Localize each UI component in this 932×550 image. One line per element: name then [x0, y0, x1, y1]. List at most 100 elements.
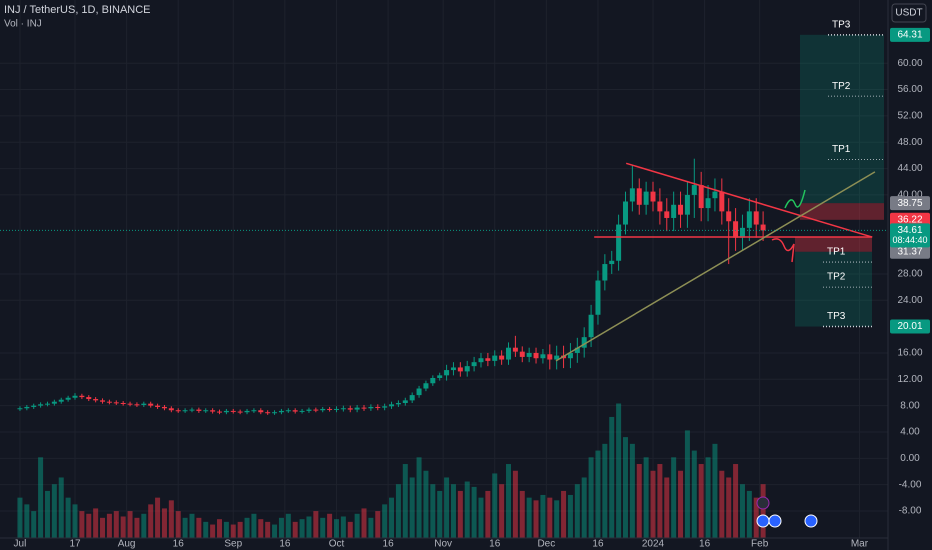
candle-body — [347, 408, 353, 410]
x-tick-label: 16 — [173, 539, 185, 550]
price-tag-label: 31.37 — [897, 246, 922, 257]
y-tick-label: 0.00 — [900, 453, 920, 464]
candle-body — [31, 405, 37, 407]
candle-body — [100, 400, 106, 402]
candle-body — [272, 412, 278, 414]
price-tag-label: 20.01 — [897, 321, 922, 332]
price-tag — [890, 196, 930, 211]
price-tag — [890, 212, 930, 227]
volume-bar — [285, 513, 291, 538]
candle-body — [719, 191, 725, 212]
candle-body — [574, 347, 580, 353]
volume-bar — [409, 477, 415, 538]
volume-bar — [533, 500, 539, 538]
event-icon[interactable] — [756, 514, 770, 528]
candle-body — [533, 352, 539, 359]
candle-body — [189, 409, 195, 411]
candle-body — [678, 204, 684, 215]
price-tag-label: 64.31 — [897, 29, 922, 40]
y-tick-label: 28.00 — [897, 269, 922, 280]
volume-bar — [306, 516, 312, 538]
candle-body — [155, 405, 161, 407]
candle-body — [93, 399, 99, 401]
volume-bar — [595, 450, 601, 538]
last-price-label: 34.61 — [897, 225, 922, 236]
candle-body — [196, 409, 202, 411]
candle-body — [705, 198, 711, 209]
target-label: TP3 — [832, 19, 851, 30]
x-tick-label: Dec — [537, 539, 555, 550]
volume-bar — [148, 504, 154, 538]
volume-bar — [251, 513, 257, 538]
volume-bar — [299, 519, 305, 538]
volume-bar — [746, 490, 752, 538]
volume-bar — [437, 490, 443, 538]
volume-bar — [58, 477, 64, 538]
candle-body — [161, 406, 167, 409]
event-icon[interactable] — [804, 514, 818, 528]
candle-body — [595, 280, 601, 315]
event-icon[interactable] — [756, 496, 770, 510]
candle-body — [554, 355, 560, 360]
volume-bar — [168, 500, 174, 538]
candle-body — [416, 388, 422, 396]
currency-button[interactable] — [891, 3, 927, 23]
candle-body — [361, 407, 367, 409]
candle-body — [244, 410, 250, 413]
target-label: TP2 — [832, 81, 851, 92]
volume-bar — [629, 443, 635, 538]
trendline — [555, 171, 876, 362]
volume-bar — [72, 504, 78, 538]
candle-body — [203, 410, 209, 412]
volume-bar — [313, 511, 319, 538]
price-tags: 60.00 56.00 52.00 48.00 44.00 40.00 28.00 24.00… — [890, 27, 930, 517]
price-tag — [890, 319, 930, 334]
volume-bar — [760, 484, 766, 538]
price-tag-label: 38.75 — [897, 198, 922, 209]
trendline — [625, 162, 873, 238]
volume-bar — [636, 464, 642, 538]
candle-body — [437, 375, 443, 378]
volume-bar — [79, 511, 85, 538]
volume-bar — [292, 521, 298, 538]
candle-body — [629, 188, 635, 202]
volume-bar — [51, 484, 57, 538]
candle-body — [320, 408, 326, 411]
volume-bar — [622, 437, 628, 538]
candle-body — [134, 404, 140, 406]
volume-bar — [609, 416, 615, 538]
volume-bar — [430, 484, 436, 538]
arrow-drawing — [784, 189, 806, 209]
candle-body — [299, 410, 305, 412]
candle-body — [657, 201, 663, 212]
candle-body — [712, 191, 718, 199]
y-tick-label: 60.00 — [897, 58, 922, 69]
candle-body — [210, 410, 216, 412]
candle-body — [389, 404, 395, 407]
volume-bar — [333, 519, 339, 538]
candle-body — [265, 412, 271, 414]
candle-body — [499, 355, 505, 360]
volume-bar — [278, 517, 284, 538]
target-label: TP1 — [832, 144, 851, 155]
currency-label[interactable]: USDT — [895, 8, 922, 19]
price-tag — [890, 244, 930, 259]
volume-bar — [217, 519, 223, 538]
y-tick-label: 4.00 — [900, 427, 920, 438]
event-icon[interactable] — [768, 514, 782, 528]
volume-bar — [705, 457, 711, 538]
candle-body — [285, 410, 291, 412]
price-tag-label: 36.22 — [897, 214, 922, 225]
candle-body — [168, 408, 174, 411]
volume-bar — [478, 497, 484, 538]
volume-bar — [38, 457, 44, 538]
candle-body — [382, 406, 388, 408]
x-tick-label: 16 — [489, 539, 501, 550]
price-tag — [890, 27, 930, 42]
candle-body — [127, 403, 133, 405]
candle-body — [230, 410, 236, 412]
volume-bar — [272, 524, 278, 538]
volume-bar — [512, 470, 518, 538]
volume-bar — [691, 450, 697, 538]
